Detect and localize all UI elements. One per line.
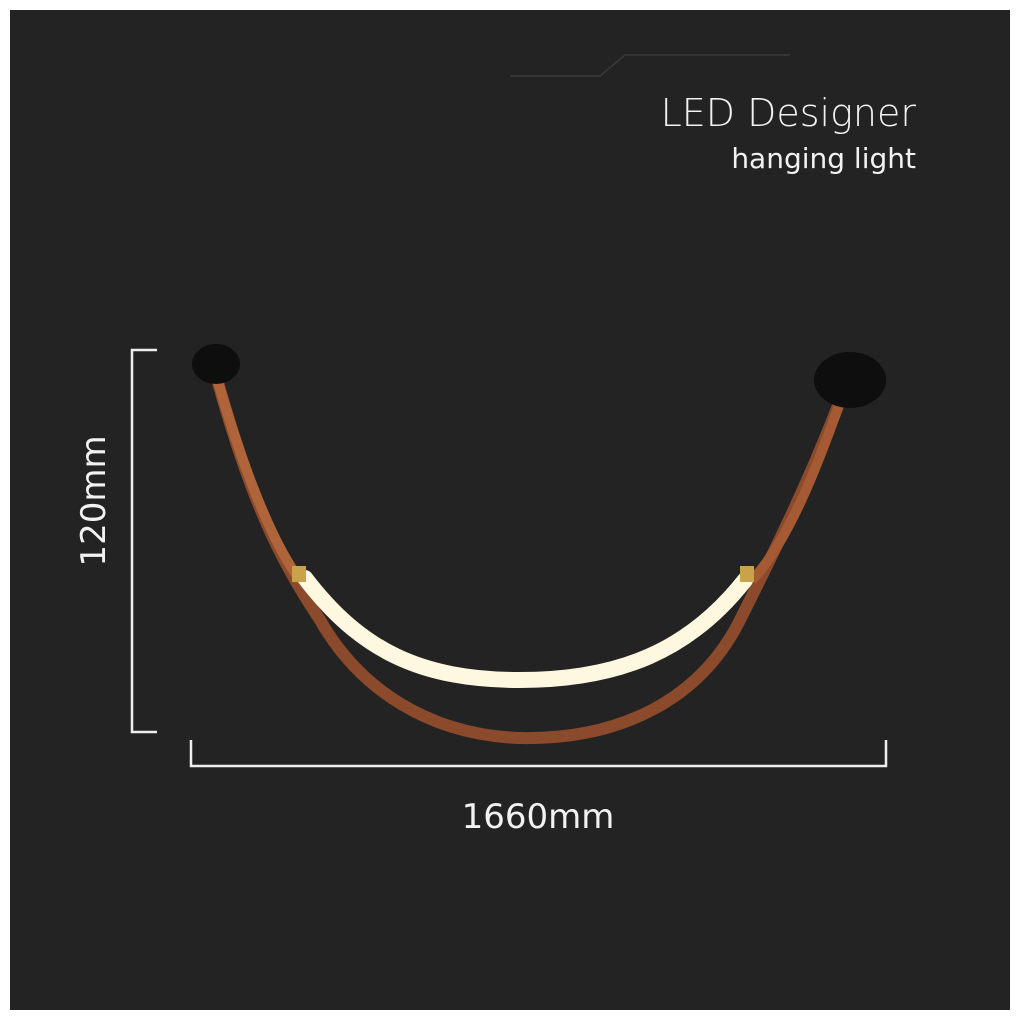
- height-label: 120mm: [74, 435, 114, 566]
- width-label: 1660mm: [462, 797, 615, 837]
- decor-line: [510, 54, 790, 77]
- width-dimension: [189, 740, 888, 768]
- background: [10, 10, 1010, 1010]
- subtitle: hanging light: [731, 142, 916, 175]
- led-tube: [297, 570, 753, 689]
- end-cap: [292, 566, 306, 582]
- strap: [209, 366, 305, 583]
- canopy: [192, 344, 240, 384]
- end-cap: [740, 566, 754, 582]
- height-dimension: [130, 348, 157, 734]
- canopy: [814, 352, 886, 408]
- strap: [748, 378, 853, 584]
- title: LED Designer: [661, 91, 917, 135]
